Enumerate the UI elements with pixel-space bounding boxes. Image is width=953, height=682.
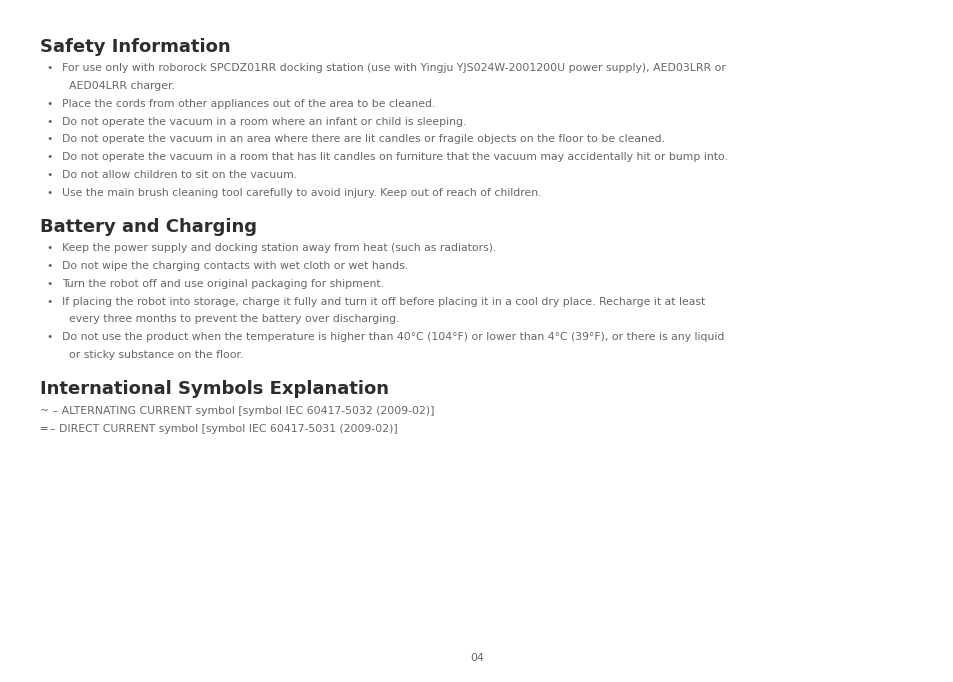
Text: Do not operate the vacuum in an area where there are lit candles or fragile obje: Do not operate the vacuum in an area whe… (62, 134, 664, 145)
Text: •: • (46, 117, 52, 127)
Text: Battery and Charging: Battery and Charging (40, 218, 256, 235)
Text: Turn the robot off and use original packaging for shipment.: Turn the robot off and use original pack… (62, 279, 384, 289)
Text: ~ – ALTERNATING CURRENT symbol [symbol IEC 60417-5032 (2009-02)]: ~ – ALTERNATING CURRENT symbol [symbol I… (40, 406, 435, 416)
Text: •: • (46, 152, 52, 162)
Text: Safety Information: Safety Information (40, 38, 231, 55)
Text: •: • (46, 63, 52, 74)
Text: For use only with roborock SPCDZ01RR docking station (use with Yingju YJS024W-20: For use only with roborock SPCDZ01RR doc… (62, 63, 725, 74)
Text: •: • (46, 170, 52, 180)
Text: 04: 04 (470, 653, 483, 663)
Text: •: • (46, 332, 52, 342)
Text: •: • (46, 134, 52, 145)
Text: Place the cords from other appliances out of the area to be cleaned.: Place the cords from other appliances ou… (62, 99, 435, 109)
Text: Do not operate the vacuum in a room where an infant or child is sleeping.: Do not operate the vacuum in a room wher… (62, 117, 466, 127)
Text: •: • (46, 297, 52, 307)
Text: Do not operate the vacuum in a room that has lit candles on furniture that the v: Do not operate the vacuum in a room that… (62, 152, 727, 162)
Text: Do not use the product when the temperature is higher than 40°C (104°F) or lower: Do not use the product when the temperat… (62, 332, 723, 342)
Text: •: • (46, 188, 52, 198)
Text: •: • (46, 261, 52, 271)
Text: •: • (46, 279, 52, 289)
Text: If placing the robot into storage, charge it fully and turn it off before placin: If placing the robot into storage, charg… (62, 297, 704, 307)
Text: Keep the power supply and docking station away from heat (such as radiators).: Keep the power supply and docking statio… (62, 243, 496, 254)
Text: •: • (46, 243, 52, 254)
Text: ═ – DIRECT CURRENT symbol [symbol IEC 60417-5031 (2009-02)]: ═ – DIRECT CURRENT symbol [symbol IEC 60… (40, 424, 397, 434)
Text: Use the main brush cleaning tool carefully to avoid injury. Keep out of reach of: Use the main brush cleaning tool careful… (62, 188, 541, 198)
Text: International Symbols Explanation: International Symbols Explanation (40, 380, 389, 398)
Text: AED04LRR charger.: AED04LRR charger. (69, 81, 174, 91)
Text: every three months to prevent the battery over discharging.: every three months to prevent the batter… (69, 314, 398, 325)
Text: Do not allow children to sit on the vacuum.: Do not allow children to sit on the vacu… (62, 170, 296, 180)
Text: Do not wipe the charging contacts with wet cloth or wet hands.: Do not wipe the charging contacts with w… (62, 261, 408, 271)
Text: •: • (46, 99, 52, 109)
Text: or sticky substance on the floor.: or sticky substance on the floor. (69, 350, 243, 360)
